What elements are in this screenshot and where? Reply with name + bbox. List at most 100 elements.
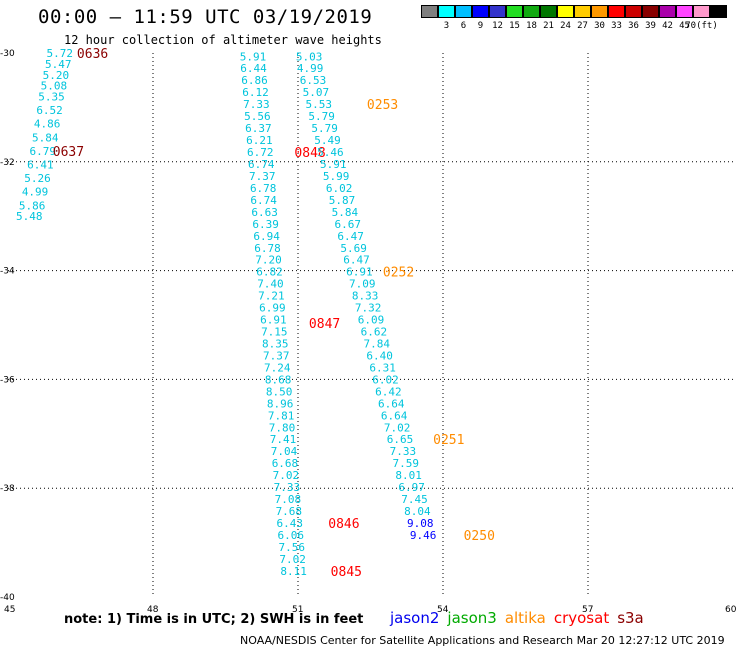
wave-height-value: 9.08 [407, 517, 434, 530]
wave-height-value: 6.72 [247, 146, 274, 159]
wave-height-value: 7.56 [278, 541, 305, 554]
scale-swatch-color [591, 5, 608, 18]
wave-height-value: 8.01 [395, 469, 422, 482]
wave-height-value: 6.65 [387, 433, 414, 446]
scale-swatch: 45 [676, 5, 693, 32]
wave-height-value: 6.52 [36, 104, 63, 117]
wave-height-value: 6.09 [358, 314, 385, 327]
wave-height-value: 7.09 [349, 278, 376, 291]
pass-time-label: 0846 [328, 517, 359, 532]
scale-swatch-label: 70(ft) [685, 21, 718, 31]
scale-swatch-color [506, 5, 523, 18]
scale-swatch-color [693, 5, 710, 18]
pass-time-label: 0252 [383, 266, 414, 281]
wave-height-value: 5.35 [38, 91, 65, 104]
wave-height-value: 7.33 [390, 445, 417, 458]
scale-swatch-color [574, 5, 591, 18]
latitude-tick-label: -32 [0, 158, 15, 168]
wave-height-value: 6.67 [335, 218, 362, 231]
wave-height-value: 5.47 [45, 58, 72, 71]
wave-height-value: 6.74 [248, 158, 275, 171]
scale-swatch-color [489, 5, 506, 18]
color-scale-legend: 3 6 9 12 15 18 21 24 27 30 33 36 39 42 45 70(ft) [421, 5, 727, 32]
scale-swatch-label: 27 [577, 21, 588, 31]
wave-height-value: 6.78 [250, 182, 277, 195]
scale-swatch: 27 [574, 5, 591, 32]
wave-height-value: 6.47 [337, 230, 364, 243]
scale-swatch-color [642, 5, 659, 18]
wave-height-value: 5.79 [311, 122, 338, 135]
scale-swatch-label: 39 [645, 21, 656, 31]
wave-height-value: 7.24 [264, 361, 291, 374]
wave-height-value: 6.31 [369, 361, 396, 374]
wave-height-value: 6.86 [241, 74, 268, 87]
wave-height-value: 6.74 [250, 194, 277, 207]
wave-height-value: 7.15 [261, 326, 288, 339]
scale-swatch-label: 3 [443, 21, 450, 31]
mission-cryosat: cryosat [553, 609, 610, 627]
scale-swatch-color [523, 5, 540, 18]
wave-height-value: 6.64 [381, 409, 408, 422]
scale-swatch: 12 [489, 5, 506, 32]
wave-height-value: 5.91 [240, 50, 267, 63]
longitude-tick-label: 57 [582, 605, 593, 615]
pass-time-label: 0847 [309, 317, 340, 332]
wave-height-value: 6.64 [378, 397, 405, 410]
latitude-tick-label: -36 [0, 375, 15, 385]
wave-height-value: 6.44 [240, 62, 267, 75]
longitude-tick-label: 45 [4, 605, 15, 615]
scale-swatch-color [608, 5, 625, 18]
wave-height-value: 7.04 [271, 445, 298, 458]
scale-swatch-label: 12 [492, 21, 503, 31]
wave-height-value: 6.43 [277, 517, 304, 530]
wave-height-value: 5.99 [323, 170, 350, 183]
wave-height-value: 6.41 [27, 159, 54, 172]
wave-height-value: 5.72 [46, 47, 73, 60]
wave-height-value: 6.47 [343, 254, 370, 267]
mission-altika: altika [504, 609, 546, 627]
scale-swatch: 36 [625, 5, 642, 32]
wave-height-value: 4.99 [22, 186, 49, 199]
scale-swatch-color [472, 5, 489, 18]
mission-legend: jason2 jason3 altika cryosat s3a [390, 609, 652, 627]
wave-height-value: 7.40 [257, 278, 284, 291]
scale-swatch: 39 [642, 5, 659, 32]
scale-swatch-label: 21 [543, 21, 554, 31]
wave-height-value: 7.81 [268, 409, 295, 422]
wave-height-value: 7.59 [393, 457, 420, 470]
wave-height-value: 6.94 [253, 230, 280, 243]
wave-height-value: 7.32 [355, 302, 382, 315]
scale-swatch: 6 [455, 5, 472, 32]
wave-height-value: 6.68 [272, 457, 299, 470]
wave-height-value: 6.91 [260, 314, 287, 327]
mission-jason2: jason2 [390, 609, 440, 627]
wave-height-value: 5.84 [32, 131, 59, 144]
wave-height-value: 7.37 [263, 349, 290, 362]
wave-height-value: 5.69 [340, 242, 367, 255]
latitude-tick-label: -34 [0, 267, 15, 277]
scale-swatch-label: 42 [662, 21, 673, 31]
wave-height-value: 6.97 [398, 481, 425, 494]
longitude-tick-label: 60 [725, 605, 737, 615]
wave-height-value: 5.79 [308, 110, 335, 123]
scale-swatch: 33 [608, 5, 625, 32]
scale-swatch-color [557, 5, 574, 18]
scale-swatch-color [676, 5, 693, 18]
wave-height-value: 8.68 [265, 373, 292, 386]
wave-height-value: 7.02 [273, 469, 300, 482]
wave-height-value: 4.86 [34, 118, 61, 131]
wave-height-value: 5.56 [244, 110, 271, 123]
wave-height-value: 7.33 [243, 98, 270, 111]
wave-height-value: 7.41 [270, 433, 297, 446]
wave-height-value: 5.46 [317, 146, 344, 159]
wave-height-value: 6.62 [361, 326, 388, 339]
scale-swatch: 21 [540, 5, 557, 32]
wave-height-value: 7.45 [401, 493, 428, 506]
wave-height-value: 6.37 [245, 122, 272, 135]
wave-height-value: 6.12 [242, 86, 269, 99]
scale-swatch-color [659, 5, 676, 18]
latitude-tick-label: -30 [0, 49, 15, 59]
pass-time-label: 0253 [367, 98, 398, 113]
wave-height-value: 6.21 [246, 134, 273, 147]
